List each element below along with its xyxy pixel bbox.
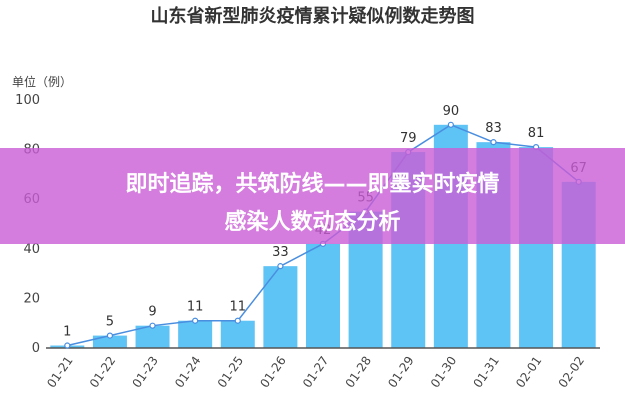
x-tick-label: 01-25 (215, 354, 246, 391)
x-tick-label: 01-30 (428, 354, 459, 391)
x-tick-label: 01-21 (44, 354, 75, 391)
banner-headline: 即时追踪，共筑防线——即墨实时疫情 (125, 172, 500, 197)
data-label: 90 (443, 104, 460, 119)
x-tick-label: 02-02 (556, 354, 587, 391)
x-axis-ticks: 01-21 01-22 01-23 01-24 01-25 01-26 01-27 01-28… (44, 354, 587, 391)
x-tick-label: 01-27 (300, 354, 331, 391)
data-label: 11 (187, 300, 204, 315)
x-tick-label: 02-01 (513, 354, 544, 391)
bar (306, 243, 340, 348)
data-point (447, 121, 454, 128)
data-label: 1 (63, 325, 71, 340)
x-tick-label: 01-23 (130, 354, 161, 391)
data-label: 81 (528, 126, 545, 141)
x-tick-label: 01-24 (172, 354, 203, 391)
data-label: 83 (485, 121, 502, 136)
data-point (64, 342, 71, 349)
data-point (149, 322, 156, 329)
y-tick-label: 100 (15, 93, 40, 108)
y-tick-label: 20 (23, 291, 40, 306)
data-point (106, 332, 114, 339)
bar (135, 325, 170, 348)
chart-title: 山东省新型肺炎疫情累计疑似例数走势图 (150, 6, 475, 27)
data-point (490, 139, 497, 146)
data-label: 5 (106, 315, 114, 330)
data-label: 9 (148, 305, 156, 320)
y-tick-label: 0 (32, 341, 40, 356)
bar (178, 320, 213, 348)
bar (263, 266, 298, 348)
x-tick-label: 01-26 (257, 354, 288, 391)
y-tick-label: 40 (23, 242, 40, 257)
data-label: 33 (272, 245, 289, 260)
data-point (192, 317, 199, 324)
data-label: 79 (400, 131, 417, 146)
y-axis-label: 单位（例） (12, 74, 72, 89)
x-tick-label: 01-22 (87, 354, 118, 391)
x-tick-label: 01-29 (385, 354, 416, 391)
banner-subheadline: 感染人数动态分析 (224, 210, 401, 235)
bar (220, 320, 255, 348)
data-point (277, 263, 284, 270)
data-point (234, 317, 241, 324)
overlay-banner: 即时追踪，共筑防线——即墨实时疫情 感染人数动态分析 (0, 148, 625, 244)
x-tick-label: 01-28 (343, 354, 374, 391)
x-tick-label: 01-31 (470, 354, 501, 391)
data-label: 11 (229, 300, 246, 315)
bar (92, 335, 127, 348)
